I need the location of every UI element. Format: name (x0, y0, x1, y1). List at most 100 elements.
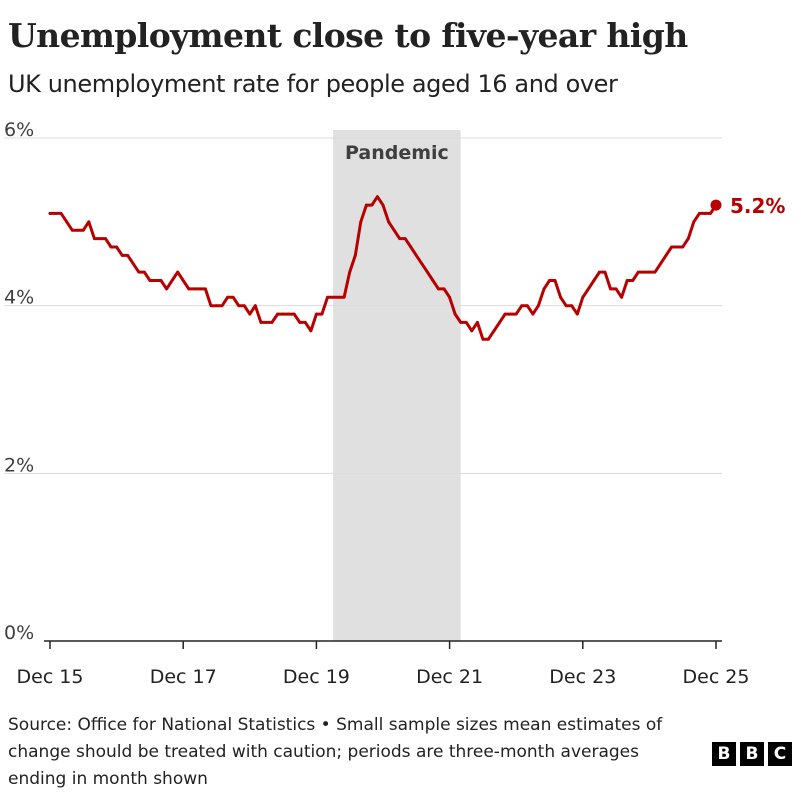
data-point (581, 295, 585, 299)
data-point (575, 312, 579, 316)
data-point (559, 295, 562, 299)
data-point (359, 220, 363, 224)
chart-title: Unemployment close to five-year high (8, 16, 688, 55)
data-point (464, 321, 468, 324)
data-point (598, 270, 601, 274)
data-point (420, 262, 424, 266)
data-point (348, 270, 352, 274)
data-point (592, 279, 596, 282)
data-point (226, 295, 230, 299)
data-point (215, 304, 218, 308)
data-point (98, 237, 102, 241)
data-point (642, 270, 646, 274)
data-point (625, 279, 629, 282)
data-point (220, 304, 224, 308)
data-point (403, 237, 407, 241)
data-point (398, 237, 402, 241)
data-point (392, 228, 396, 232)
data-point (337, 295, 340, 299)
data-point (631, 279, 635, 282)
end-value-label: 5.2% (730, 194, 785, 218)
data-point (370, 203, 374, 207)
x-tick-label: Dec 23 (549, 666, 616, 688)
x-tick-label: Dec 21 (416, 666, 483, 688)
data-point (248, 312, 252, 316)
data-point (453, 312, 457, 316)
data-point (81, 228, 85, 232)
source-note: Source: Office for National Statistics •… (8, 715, 663, 789)
data-point (709, 212, 712, 215)
data-point (670, 245, 673, 249)
data-point (93, 237, 96, 241)
data-point (70, 228, 74, 232)
data-point (253, 304, 257, 308)
data-point (209, 304, 213, 308)
data-point (537, 304, 540, 308)
data-point (298, 321, 302, 324)
data-point (59, 212, 63, 215)
data-point (414, 253, 418, 257)
data-point (120, 253, 124, 257)
data-point (620, 295, 624, 299)
data-point (542, 287, 546, 291)
data-point (636, 270, 640, 274)
data-point (87, 220, 91, 224)
data-point (681, 245, 685, 249)
data-point (265, 321, 268, 324)
x-tick-label: Dec 17 (150, 666, 217, 688)
data-point (154, 279, 157, 282)
data-point (553, 279, 557, 282)
data-point (181, 279, 185, 282)
data-point (54, 212, 57, 215)
data-point (514, 312, 518, 316)
data-point (648, 270, 651, 274)
data-point (426, 270, 429, 274)
data-point (165, 287, 168, 291)
y-tick-label: 2% (4, 454, 34, 476)
data-point (431, 279, 435, 282)
data-point (492, 329, 496, 333)
data-point (481, 337, 485, 341)
data-point (437, 287, 440, 291)
data-point (675, 245, 679, 249)
data-point (470, 329, 474, 333)
data-point (409, 245, 413, 249)
data-point (503, 312, 507, 316)
x-tick-label: Dec 15 (17, 666, 84, 688)
data-point (303, 321, 307, 324)
pandemic-shaded-region (333, 130, 461, 641)
data-point (204, 287, 207, 291)
data-point (387, 220, 390, 224)
data-point (176, 270, 180, 274)
data-point (326, 295, 329, 299)
y-tick-label: 6% (4, 119, 34, 141)
data-point (198, 287, 202, 291)
data-point (570, 304, 574, 308)
y-tick-label: 4% (4, 287, 34, 309)
data-point (459, 321, 463, 324)
data-point (159, 279, 163, 282)
data-point (564, 304, 568, 308)
data-point (364, 203, 368, 207)
data-point (287, 312, 291, 316)
data-point (609, 287, 612, 291)
data-point (703, 212, 707, 215)
data-point (448, 295, 451, 299)
bbc-logo-letter: B (712, 742, 736, 766)
data-point (187, 287, 191, 291)
bbc-logo-letter: B (740, 742, 764, 766)
data-point (509, 312, 513, 316)
data-point (148, 279, 152, 282)
data-point (309, 329, 313, 333)
data-point (48, 212, 52, 215)
data-point (137, 270, 141, 274)
data-point (109, 245, 113, 249)
data-point (525, 304, 529, 308)
data-point (115, 245, 118, 249)
data-point (686, 237, 690, 241)
data-point (270, 321, 274, 324)
data-point (65, 220, 69, 224)
data-point (614, 287, 618, 291)
data-point (381, 203, 385, 207)
